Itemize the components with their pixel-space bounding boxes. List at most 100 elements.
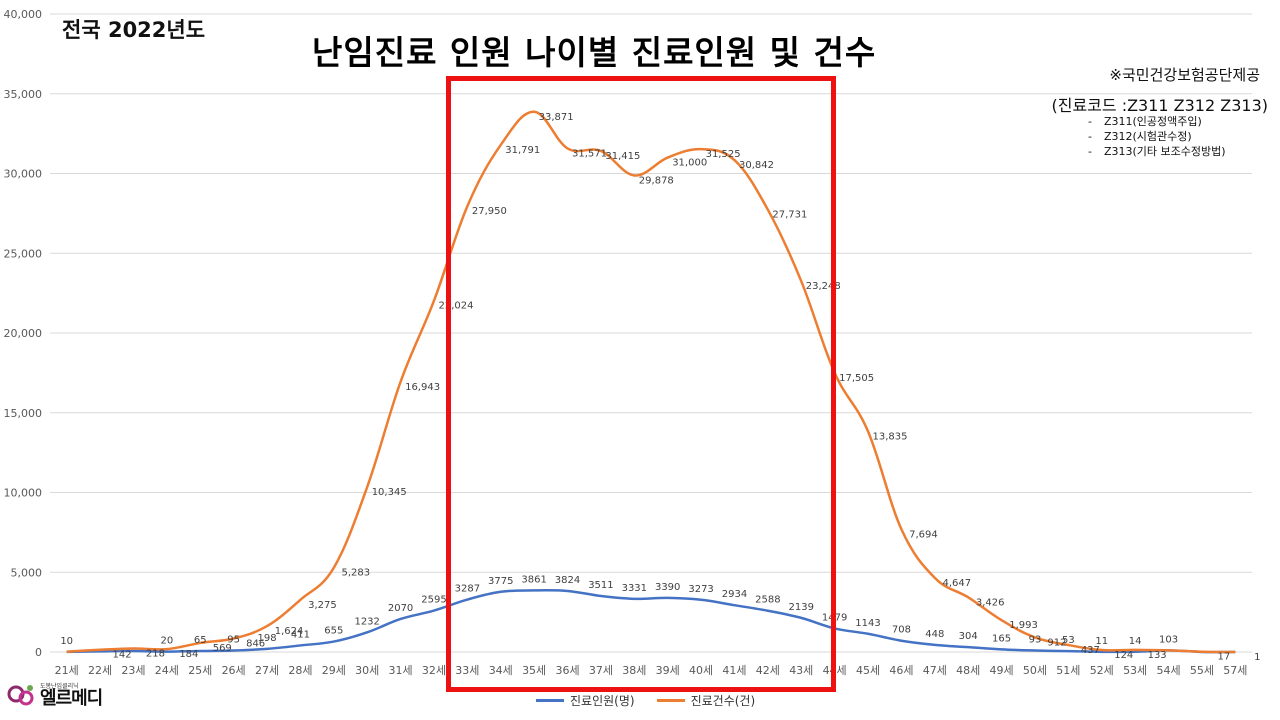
x-tick-label: 46세 [889,664,913,677]
data-label: 1143 [855,618,880,629]
data-labels-layer: 10 20 65 95 198 411 655 1232 2070 2595 3287 3775 386… [60,112,1260,663]
x-tick-label: 31세 [389,664,413,677]
data-label: 31,525 [706,149,741,160]
x-tick-label: 34세 [489,664,513,677]
x-tick-label: 45세 [856,664,880,677]
x-tick-label: 21세 [55,664,79,677]
x-tick-label: 28세 [288,664,312,677]
x-tick-label: 57세 [1223,664,1247,677]
data-label: 846 [246,639,265,650]
data-label: 27,950 [472,206,507,217]
data-label: 142 [113,650,132,661]
data-label: 17,505 [839,373,874,384]
data-label: 10 [60,636,73,647]
source-note: ※국민건강보험공단제공 [1109,66,1260,84]
x-tick-label: 54세 [1156,664,1180,677]
x-tick-label: 36세 [555,664,579,677]
data-label: 124 [1114,650,1133,661]
legend-item-patients[interactable]: 진료인원(명) [536,692,635,709]
data-label: 22,024 [438,301,473,312]
x-tick-label: 29세 [322,664,346,677]
data-label: 33,871 [539,112,574,123]
x-tick-label: 43세 [789,664,813,677]
y-tick-label: 20,000 [4,327,43,340]
x-tick-label: 49세 [990,664,1014,677]
legend-swatch-patients [536,699,564,702]
data-label: 448 [925,629,944,640]
x-tick-label: 39세 [656,664,680,677]
y-tick-label: 40,000 [4,8,43,21]
data-label: 2595 [421,595,446,606]
data-label: 53 [1062,635,1075,646]
data-label: 184 [179,649,198,660]
data-label: 2588 [755,595,780,606]
logo-icon [7,685,34,706]
data-label: 3775 [488,576,513,587]
data-label: 3824 [555,575,580,586]
data-label: 10,345 [372,487,407,498]
chart-title: 난임진료 인원 나이별 진료인원 및 건수 [312,33,877,72]
legend: 진료인원(명) 진료건수(건) [536,692,755,709]
legend-swatch-cases [656,699,685,702]
x-tick-label: 51세 [1056,664,1080,677]
data-label: 3861 [521,574,546,585]
code-item: - Z313(기타 보조수정방법) [1088,145,1226,158]
data-label: 437 [1081,645,1100,656]
y-tick-label: 10,000 [4,487,43,500]
data-label: 655 [324,626,343,637]
code-item: - Z312(시험관수정) [1088,130,1192,143]
x-tick-label: 50세 [1023,664,1047,677]
data-label: 2139 [789,602,814,613]
data-label: 1,993 [1009,620,1038,631]
data-label: 3331 [622,583,647,594]
x-tick-label: 53세 [1123,664,1147,677]
brand-logo: 도봉난임클리닉 엘르메디 [6,682,103,710]
data-label: 3,426 [976,597,1005,608]
data-label: 27,731 [772,210,807,221]
data-label: 93 [1029,635,1042,646]
x-tick-label: 24세 [155,664,179,677]
data-label: 912 [1047,637,1066,648]
x-tick-label: 35세 [522,664,546,677]
data-label: 3273 [688,584,713,595]
x-tick-label: 41세 [722,664,746,677]
y-tick-label: 25,000 [4,247,43,260]
data-label: 4,647 [942,578,971,589]
code-item: - Z311(인공정액주입) [1088,115,1202,128]
logo-subtext: 도봉난임클리닉 [40,683,79,690]
data-label: 165 [992,633,1011,644]
logo-text: 엘르메디 [40,688,103,709]
legend-item-cases[interactable]: 진료건수(건) [656,692,756,709]
data-label: 569 [213,643,232,654]
data-label: 1 [1254,652,1260,663]
x-tick-label: 38세 [622,664,646,677]
y-axis: 0 5,000 10,000 15,000 20,000 25,000 30,000 35,0… [4,8,43,659]
x-tick-label: 44세 [823,664,847,677]
data-label: 95 [227,634,240,645]
x-tick-label: 22세 [88,664,112,677]
data-label: 3511 [588,580,613,591]
data-label: 14 [1129,636,1142,647]
y-tick-label: 15,000 [4,407,43,420]
x-tick-label: 48세 [956,664,980,677]
data-label: 31,000 [672,158,707,169]
data-label: 5,283 [341,568,370,579]
data-label: 13,835 [873,431,908,442]
data-label: 31,415 [605,151,640,162]
code-list: - Z311(인공정액주입) - Z312(시험관수정) - Z313(기타 보조수정… [1088,114,1226,159]
data-label: 198 [257,633,276,644]
x-tick-label: 27세 [255,664,279,677]
gridlines [50,13,1252,653]
legend-label-cases: 진료건수(건) [690,694,756,708]
x-tick-label: 23세 [121,664,145,677]
series-layer [66,110,1236,654]
series-line-cases [66,110,1236,654]
data-label: 30,842 [739,160,774,171]
data-label: 3390 [655,582,680,593]
data-label: 23,248 [806,281,841,292]
data-label: 1,624 [275,626,304,637]
data-label: 29,878 [639,175,674,186]
data-label: 2934 [722,589,747,600]
x-tick-label: 26세 [222,664,246,677]
data-label: 7,694 [909,529,938,540]
